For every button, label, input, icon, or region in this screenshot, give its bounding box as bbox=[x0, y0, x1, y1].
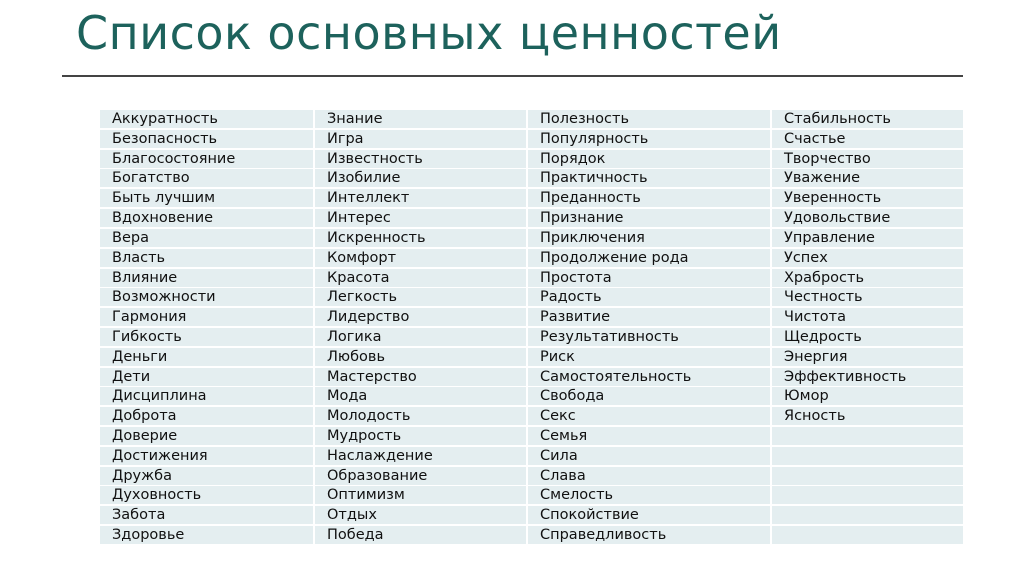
table-cell: Образование bbox=[315, 466, 526, 485]
table-cell: Благосостояние bbox=[100, 149, 313, 168]
table-cell bbox=[772, 526, 963, 545]
table-cell: Аккуратность bbox=[100, 110, 313, 128]
table-cell: Вдохновение bbox=[100, 209, 313, 228]
table-cell: Смелость bbox=[528, 486, 770, 505]
table-cell: Семья bbox=[528, 427, 770, 445]
table-cell: Влияние bbox=[100, 268, 313, 287]
table-cell: Признание bbox=[528, 209, 770, 228]
title-divider bbox=[62, 75, 963, 77]
table-cell: Интерес bbox=[315, 209, 526, 228]
table-cell: Справедливость bbox=[528, 526, 770, 545]
table-cell: Молодость bbox=[315, 407, 526, 426]
table-cell: Щедрость bbox=[772, 327, 963, 346]
table-cell: Дисциплина bbox=[100, 387, 313, 406]
table-cell: Безопасность bbox=[100, 129, 313, 148]
table-cell: Честность bbox=[772, 288, 963, 307]
table-cell: Духовность bbox=[100, 486, 313, 505]
table-cell: Секс bbox=[528, 407, 770, 426]
table-cell: Наслаждение bbox=[315, 446, 526, 465]
values-table: Аккуратность Безопасность Благосостояние Бо… bbox=[100, 110, 963, 546]
table-cell: Красота bbox=[315, 268, 526, 287]
table-cell: Успех bbox=[772, 248, 963, 267]
table-cell: Энергия bbox=[772, 347, 963, 366]
table-cell: Ясность bbox=[772, 407, 963, 426]
table-cell bbox=[772, 506, 963, 525]
table-cell: Чистота bbox=[772, 308, 963, 327]
table-cell: Дети bbox=[100, 367, 313, 386]
table-cell: Сила bbox=[528, 446, 770, 465]
table-cell: Популярность bbox=[528, 129, 770, 148]
table-cell: Дружба bbox=[100, 466, 313, 485]
table-cell: Достижения bbox=[100, 446, 313, 465]
table-cell: Преданность bbox=[528, 189, 770, 208]
table-cell: Изобилие bbox=[315, 169, 526, 188]
table-cell: Счастье bbox=[772, 129, 963, 148]
table-cell: Приключения bbox=[528, 228, 770, 247]
table-column: Аккуратность Безопасность Благосостояние Бо… bbox=[100, 110, 313, 546]
table-cell: Легкость bbox=[315, 288, 526, 307]
table-cell: Знание bbox=[315, 110, 526, 128]
table-cell: Гибкость bbox=[100, 327, 313, 346]
table-cell: Юмор bbox=[772, 387, 963, 406]
table-cell: Гармония bbox=[100, 308, 313, 327]
table-cell: Искренность bbox=[315, 228, 526, 247]
table-cell: Слава bbox=[528, 466, 770, 485]
table-cell: Риск bbox=[528, 347, 770, 366]
table-cell bbox=[772, 466, 963, 485]
table-cell: Простота bbox=[528, 268, 770, 287]
table-cell: Интеллект bbox=[315, 189, 526, 208]
table-cell: Деньги bbox=[100, 347, 313, 366]
table-column: Стабильность Счастье Творчество Уважение Уве… bbox=[772, 110, 963, 546]
table-cell: Комфорт bbox=[315, 248, 526, 267]
table-cell: Самостоятельность bbox=[528, 367, 770, 386]
table-cell: Управление bbox=[772, 228, 963, 247]
table-cell: Оптимизм bbox=[315, 486, 526, 505]
table-cell: Мода bbox=[315, 387, 526, 406]
table-cell: Богатство bbox=[100, 169, 313, 188]
table-cell: Забота bbox=[100, 506, 313, 525]
table-cell: Продолжение рода bbox=[528, 248, 770, 267]
table-cell: Отдых bbox=[315, 506, 526, 525]
table-cell: Власть bbox=[100, 248, 313, 267]
table-cell: Мастерство bbox=[315, 367, 526, 386]
table-cell: Победа bbox=[315, 526, 526, 545]
table-cell: Доброта bbox=[100, 407, 313, 426]
table-cell bbox=[772, 446, 963, 465]
table-cell: Доверие bbox=[100, 427, 313, 445]
page-title: Список основных ценностей bbox=[76, 6, 782, 60]
table-cell: Порядок bbox=[528, 149, 770, 168]
table-cell: Полезность bbox=[528, 110, 770, 128]
table-cell: Возможности bbox=[100, 288, 313, 307]
table-cell: Свобода bbox=[528, 387, 770, 406]
table-cell: Вера bbox=[100, 228, 313, 247]
table-cell: Практичность bbox=[528, 169, 770, 188]
table-column: Полезность Популярность Порядок Практичност… bbox=[528, 110, 770, 546]
table-cell: Известность bbox=[315, 149, 526, 168]
table-cell: Мудрость bbox=[315, 427, 526, 445]
table-cell: Удовольствие bbox=[772, 209, 963, 228]
table-cell: Уважение bbox=[772, 169, 963, 188]
table-cell: Эффективность bbox=[772, 367, 963, 386]
table-cell bbox=[772, 486, 963, 505]
table-cell: Стабильность bbox=[772, 110, 963, 128]
table-column: Знание Игра Известность Изобилие Интеллект Ин… bbox=[315, 110, 526, 546]
table-cell: Логика bbox=[315, 327, 526, 346]
table-cell: Результативность bbox=[528, 327, 770, 346]
table-cell: Спокойствие bbox=[528, 506, 770, 525]
table-cell: Лидерство bbox=[315, 308, 526, 327]
table-cell bbox=[772, 427, 963, 445]
table-cell: Развитие bbox=[528, 308, 770, 327]
table-cell: Храбрость bbox=[772, 268, 963, 287]
table-cell: Здоровье bbox=[100, 526, 313, 545]
table-cell: Игра bbox=[315, 129, 526, 148]
table-cell: Быть лучшим bbox=[100, 189, 313, 208]
table-cell: Радость bbox=[528, 288, 770, 307]
table-cell: Творчество bbox=[772, 149, 963, 168]
table-cell: Уверенность bbox=[772, 189, 963, 208]
table-cell: Любовь bbox=[315, 347, 526, 366]
